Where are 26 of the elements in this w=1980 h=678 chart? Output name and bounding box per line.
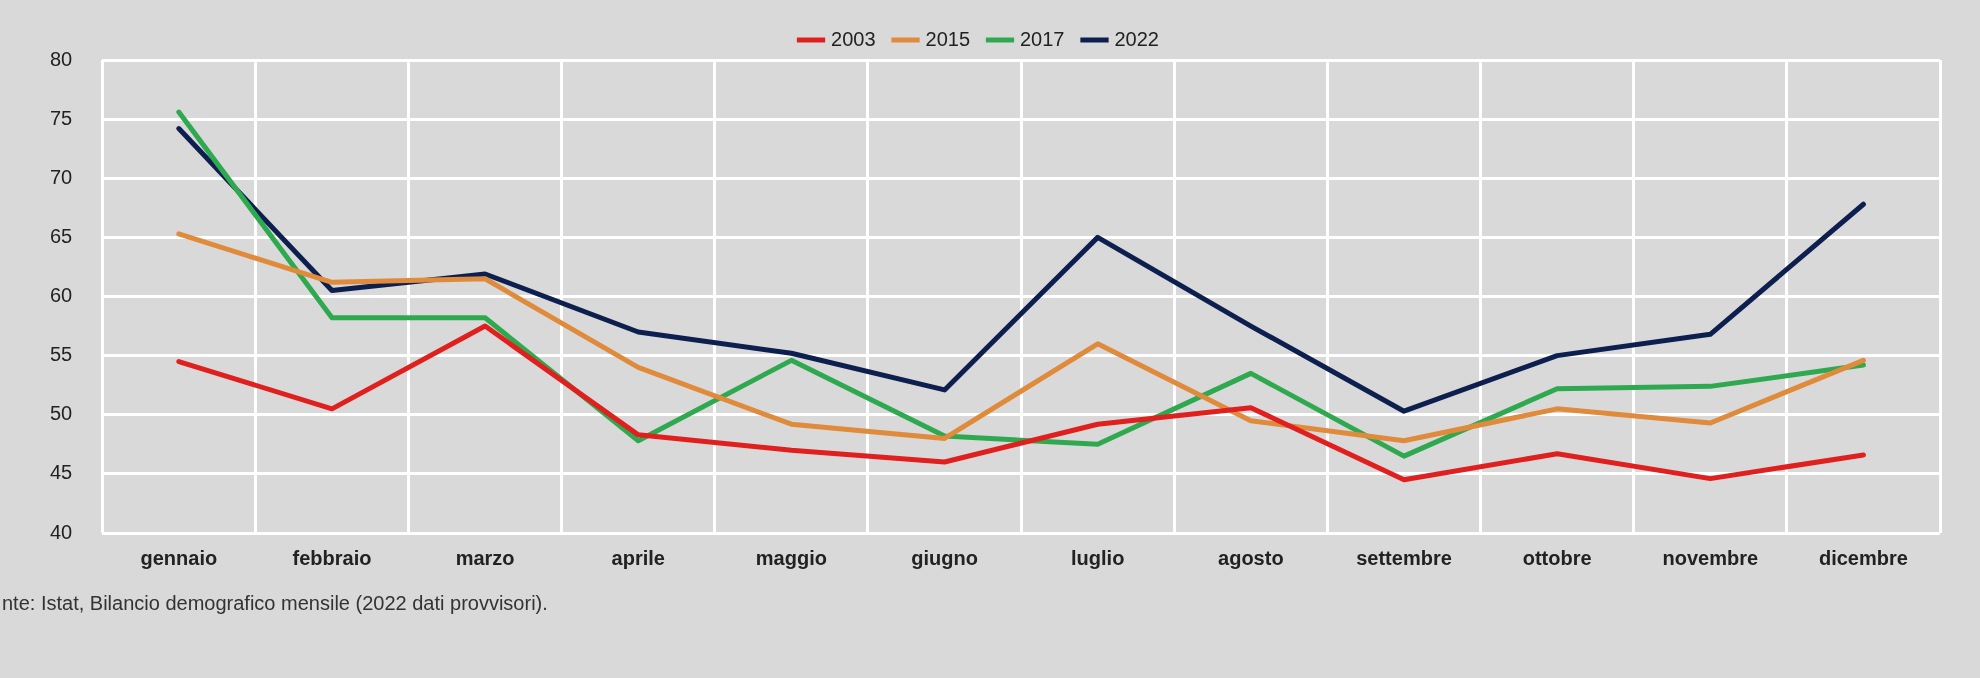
x-tick-label: luglio <box>1071 546 1125 569</box>
legend-label: 2015 <box>925 27 971 50</box>
x-tick-label: dicembre <box>1818 546 1908 569</box>
y-tick-label: 45 <box>50 461 73 484</box>
y-tick-label: 80 <box>50 47 73 70</box>
y-tick-label: 70 <box>50 165 73 188</box>
x-tick-label: ottobre <box>1522 546 1592 569</box>
y-tick-label: 60 <box>50 284 73 307</box>
legend-label: 2003 <box>831 27 876 50</box>
legend-label: 2022 <box>1114 27 1159 50</box>
x-tick-label: gennaio <box>140 546 218 569</box>
y-tick-label: 40 <box>50 520 73 543</box>
x-tick-label: giugno <box>911 546 978 569</box>
x-tick-label: marzo <box>455 546 515 569</box>
legend-label: 2017 <box>1020 27 1065 50</box>
x-tick-label: novembre <box>1662 546 1759 569</box>
y-tick-label: 55 <box>50 343 73 366</box>
x-tick-label: maggio <box>755 546 827 569</box>
x-tick-label: settembre <box>1356 546 1452 569</box>
x-tick-label: aprile <box>611 546 665 569</box>
text: nte: Istat, Bilancio demografico mensile (2022 dati provvisori). <box>2 592 548 615</box>
x-tick-label: febbraio <box>292 546 372 569</box>
y-tick-label: 75 <box>50 106 73 129</box>
y-tick-label: 65 <box>50 224 73 247</box>
y-tick-label: 50 <box>50 402 73 425</box>
x-tick-label: agosto <box>1218 546 1284 569</box>
